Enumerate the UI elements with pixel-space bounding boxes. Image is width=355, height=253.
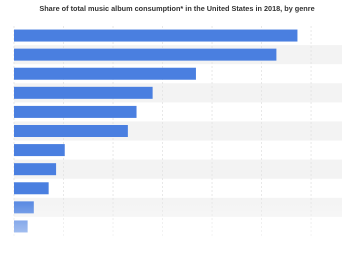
bar (14, 182, 49, 195)
bar (14, 86, 153, 99)
bar (14, 144, 65, 157)
bar (14, 48, 277, 61)
bar (14, 163, 57, 176)
fade-overlay (0, 195, 355, 253)
bar (14, 67, 196, 80)
row-band (14, 159, 342, 179)
chart-title: Share of total music album consumption* … (39, 4, 314, 13)
bar (14, 29, 298, 42)
bar (14, 105, 137, 118)
bar (14, 125, 128, 137)
